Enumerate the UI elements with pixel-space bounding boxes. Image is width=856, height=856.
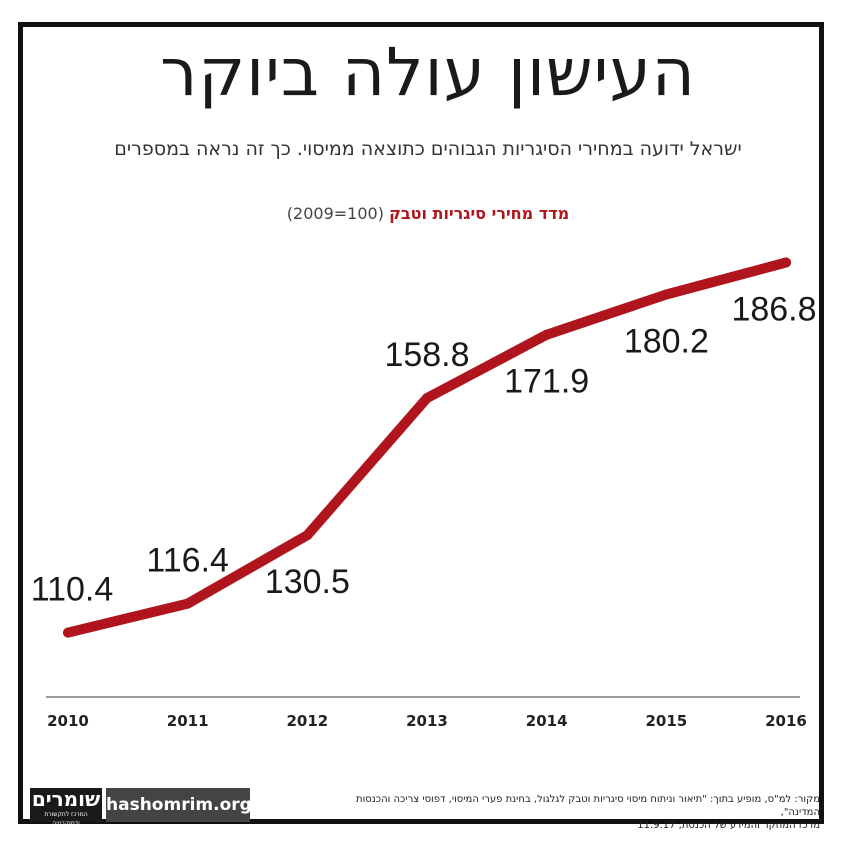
x-tick-label: 2015 bbox=[645, 712, 687, 730]
page-title: העישון עולה ביוקר bbox=[160, 34, 696, 111]
x-tick-label: 2013 bbox=[406, 712, 448, 730]
data-label: 186.8 bbox=[731, 291, 816, 329]
data-label: 180.2 bbox=[624, 322, 709, 360]
data-label: 130.5 bbox=[265, 563, 350, 601]
logo-text: שומרים bbox=[31, 787, 101, 811]
data-point bbox=[182, 598, 193, 609]
hashomrim-logo: שומרים המרכז לתקשורת ודמוקרטיה bbox=[30, 787, 102, 827]
chart-title-note: (100=2009) bbox=[286, 204, 384, 223]
site-link[interactable]: hashomrim.org bbox=[106, 788, 252, 822]
data-point bbox=[781, 257, 791, 268]
data-label: 116.4 bbox=[146, 542, 229, 580]
chart-title: מדד מחירי סיגריות וטבק (100=2009) bbox=[0, 204, 856, 223]
x-tick-label: 2010 bbox=[47, 712, 89, 730]
chart-title-main: מדד מחירי סיגריות וטבק bbox=[389, 204, 570, 223]
source-line-2: מרכז המחקר והמידע של הכנסת, 11.9.17 bbox=[637, 820, 820, 831]
logo-subtext: המרכז לתקשורת ודמוקרטיה bbox=[44, 811, 88, 827]
x-tick-label: 2012 bbox=[286, 712, 328, 730]
page-subtitle: ישראל ידועה במחירי הסיגריות הגבוהים כתוצ… bbox=[114, 138, 742, 160]
data-label: 171.9 bbox=[504, 363, 589, 401]
data-point bbox=[422, 393, 432, 404]
data-point bbox=[661, 289, 672, 300]
data-label: 158.8 bbox=[384, 336, 469, 374]
data-point bbox=[302, 530, 313, 541]
x-tick-label: 2016 bbox=[765, 712, 807, 730]
source-line-1: מקור: למ"ס, מופיע בתוך: "תיאור וניתוח מי… bbox=[356, 794, 820, 818]
data-label: 110.4 bbox=[31, 571, 114, 609]
x-tick-label: 2011 bbox=[167, 712, 209, 730]
chart-frame bbox=[18, 22, 824, 824]
x-tick-label: 2014 bbox=[526, 712, 568, 730]
data-point bbox=[541, 329, 552, 340]
data-point bbox=[63, 627, 73, 638]
source-note: מקור: למ"ס, מופיע בתוך: "תיאור וניתוח מי… bbox=[350, 793, 820, 832]
